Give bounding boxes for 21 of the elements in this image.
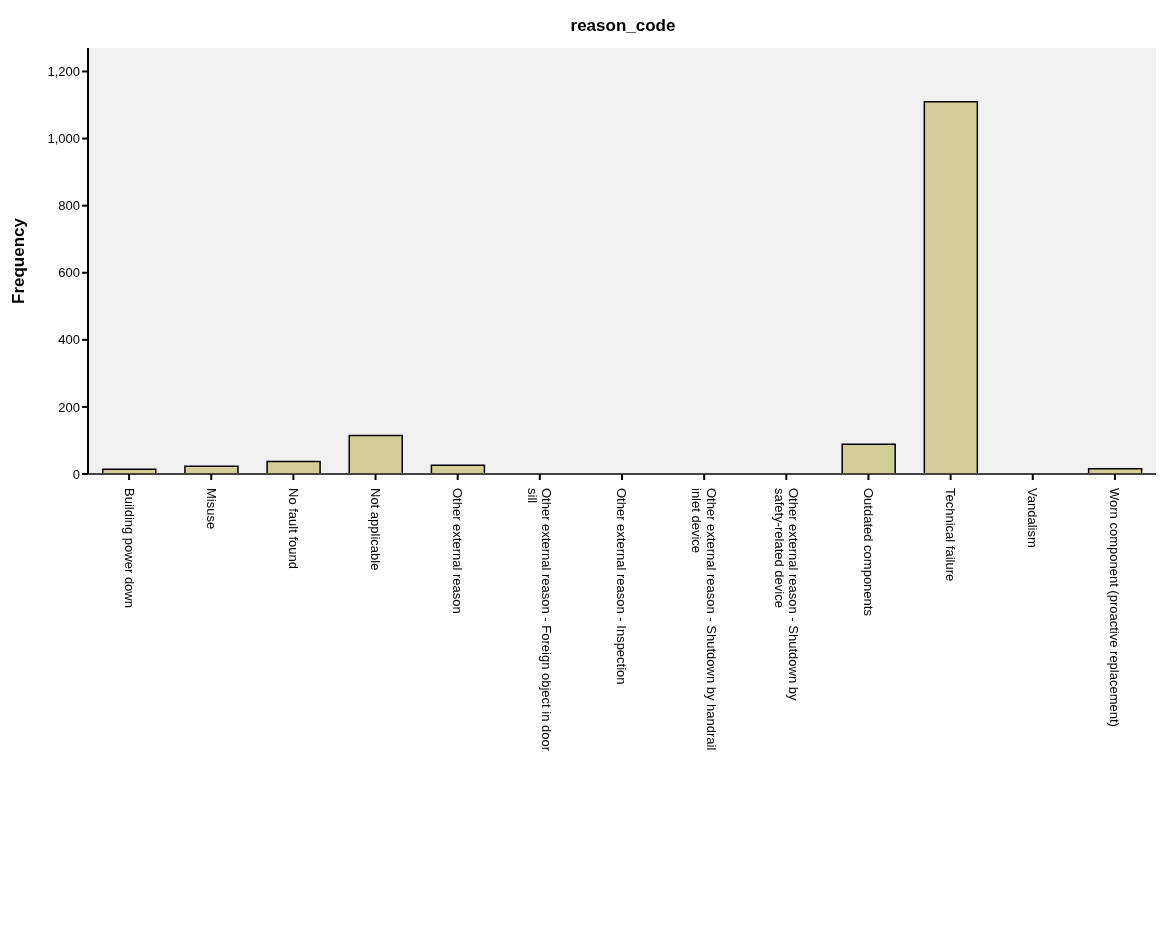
x-tick-label: Other external reason - Shutdown by handrail inlet device bbox=[689, 488, 719, 751]
x-tick-label: Other external reason - Inspection bbox=[614, 488, 630, 685]
y-tick-label: 400 bbox=[58, 332, 80, 348]
x-tick-label: Other external reason bbox=[450, 488, 466, 614]
chart-title: reason_code bbox=[569, 15, 677, 37]
y-tick-label: 600 bbox=[58, 265, 80, 281]
y-tick-label: 200 bbox=[58, 399, 80, 415]
x-tick-label: Other external reason - Foreign object in door sill bbox=[525, 488, 555, 752]
x-tick-label: Vandalism bbox=[1025, 488, 1041, 548]
x-tick-label: Outdated components bbox=[860, 488, 876, 617]
y-tick-label: 0 bbox=[72, 466, 80, 482]
x-tick-label: Building power down bbox=[121, 488, 137, 608]
x-tick-label: Not applicable bbox=[367, 488, 383, 571]
x-tick-label: Worn component (proactive replacement) bbox=[1107, 488, 1123, 727]
x-tick-label: Technical failure bbox=[943, 488, 959, 582]
x-tick-label: Misuse bbox=[203, 488, 219, 530]
y-tick-label: 1,200 bbox=[47, 64, 80, 80]
y-tick-label: 800 bbox=[58, 198, 80, 214]
y-tick-label: 1,000 bbox=[47, 131, 80, 147]
x-tick-label: No fault found bbox=[285, 488, 301, 569]
y-axis-title: Frequency bbox=[9, 217, 29, 304]
